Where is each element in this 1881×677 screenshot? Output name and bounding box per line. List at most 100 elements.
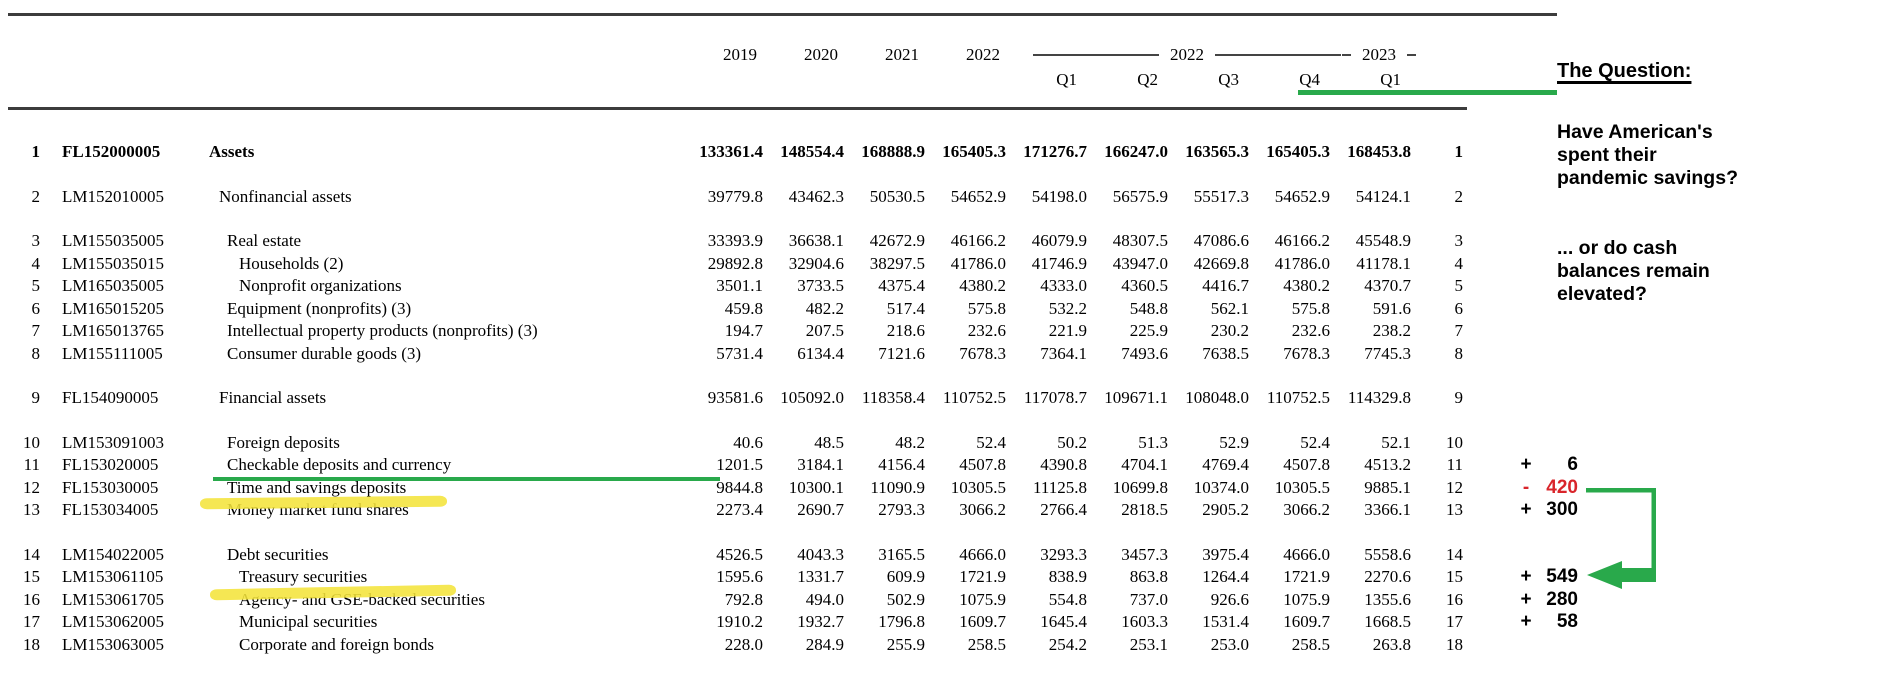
value-cell: 46166.2 [950,231,1006,250]
value-cell: 4704.1 [1121,455,1168,474]
group-dash-right [1407,54,1416,56]
series-code: LM165013765 [62,321,164,340]
value-cell: 32904.6 [788,253,844,273]
value-cell: 4380.2 [1283,276,1330,295]
value-cell: 109671.1 [1104,388,1168,407]
year-label: 2022 [966,45,1000,64]
header-bottom-rule [8,107,1467,110]
value-cell: 225.9 [1129,321,1168,340]
question-line: balances remain [1557,260,1710,282]
row-number-right: 5 [1454,276,1464,295]
row-number-right: 16 [1446,589,1463,609]
series-code: LM153091003 [62,432,164,452]
value-cell: 3293.3 [1040,544,1087,564]
value-cell: 232.6 [967,321,1006,340]
annotation-value: 300 [1546,499,1578,520]
row-number: 9 [31,388,41,407]
value-cell: 54652.9 [1274,186,1330,206]
annotation-sign [1514,387,1538,410]
table-row: 5 LM165035005 Nonprofit organizations 35… [0,275,1578,298]
annotation-sign: + [1520,566,1532,587]
value-cell: 56575.9 [1112,186,1168,206]
value-cell: 54124.1 [1355,186,1411,206]
value-cell: 254.2 [1048,634,1087,654]
row-number-right: 14 [1446,544,1463,564]
row-number: 5 [31,276,41,295]
value-cell: 4333.0 [1040,276,1087,295]
quarter-label: Q2 [1137,70,1158,89]
annotation-value: 58 [1556,611,1578,632]
value-cell: 3733.5 [797,276,844,295]
value-cell: 2905.2 [1202,500,1249,519]
value-cell: 1609.7 [1283,612,1330,631]
value-cell: 1595.6 [716,567,763,586]
value-cell: 5731.4 [716,343,763,363]
value-cell: 46166.2 [1274,231,1330,250]
table-row: 6 LM165015205 Equipment (nonprofits) (3)… [0,298,1578,321]
value-cell: 48.2 [895,432,925,452]
annotation-sign: + [1520,499,1532,520]
value-cell: 52.1 [1381,432,1411,452]
row-number: 10 [23,432,40,452]
row-number: 17 [23,612,40,631]
green-underline-checkable-deposits [213,477,720,481]
value-cell: 7678.3 [1283,343,1330,363]
value-cell: 228.0 [724,634,763,654]
value-cell: 4370.7 [1364,276,1411,295]
value-cell: 110752.5 [942,388,1006,407]
value-cell: 108048.0 [1185,388,1249,407]
value-cell: 1264.4 [1202,567,1249,586]
annotation-value: 6 [1567,454,1578,475]
row-number-right: 10 [1446,432,1463,452]
value-cell: 48.5 [814,432,844,452]
value-cell: 50530.5 [869,186,925,206]
series-code: FL153020005 [62,455,159,474]
value-cell: 253.1 [1129,634,1168,654]
annotation-value [1538,387,1578,410]
value-cell: 10305.5 [1274,477,1330,497]
value-cell: 1355.6 [1364,589,1411,609]
value-cell: 1075.9 [1283,589,1330,609]
value-cell: 263.8 [1372,634,1411,654]
value-cell: 7121.6 [878,343,925,363]
value-cell: 1531.4 [1202,612,1249,631]
value-cell: 863.8 [1129,567,1168,586]
quarter-group-2022: 2022 [1033,44,1341,66]
row-label: Assets [209,142,255,161]
value-cell: 4666.0 [1283,544,1330,564]
value-cell: 532.2 [1048,298,1087,318]
annotation-sign [1514,230,1538,253]
value-cell: 194.7 [724,321,763,340]
value-cell: 52.4 [1300,432,1330,452]
value-cell: 43462.3 [788,186,844,206]
table-row: 3 LM155035005 Real estate 33393.9 36638.… [0,230,1578,253]
value-cell: 39779.8 [707,186,763,206]
row-label: Time and savings deposits [227,477,407,497]
row-gap [0,208,1578,230]
question-line: pandemic savings? [1557,167,1738,189]
row-label: Financial assets [219,388,327,407]
value-cell: 4507.8 [1283,455,1330,474]
value-cell: 52.4 [976,432,1006,452]
series-code: LM165035005 [62,276,164,295]
value-cell: 494.0 [805,589,844,609]
value-cell: 4507.8 [959,455,1006,474]
row-number-right: 12 [1446,477,1463,497]
value-cell: 2818.5 [1121,500,1168,519]
value-cell: 591.6 [1372,298,1411,318]
value-cell: 575.8 [967,298,1006,318]
value-cell: 36638.1 [788,231,844,250]
row-number: 14 [23,544,40,564]
value-cell: 1609.7 [959,612,1006,631]
value-cell: 10305.5 [950,477,1006,497]
value-cell: 7745.3 [1364,343,1411,363]
row-number: 6 [31,298,41,318]
table-row: 2 LM152010005 Nonfinancial assets 39779.… [0,186,1578,209]
value-cell: 1932.7 [797,612,844,631]
value-cell: 3066.2 [1283,500,1330,519]
question-panel: The Question: Have American's spent thei… [1557,60,1857,306]
row-number-right: 13 [1446,500,1463,519]
series-code: LM153062005 [62,612,164,631]
value-cell: 38297.5 [869,253,925,273]
